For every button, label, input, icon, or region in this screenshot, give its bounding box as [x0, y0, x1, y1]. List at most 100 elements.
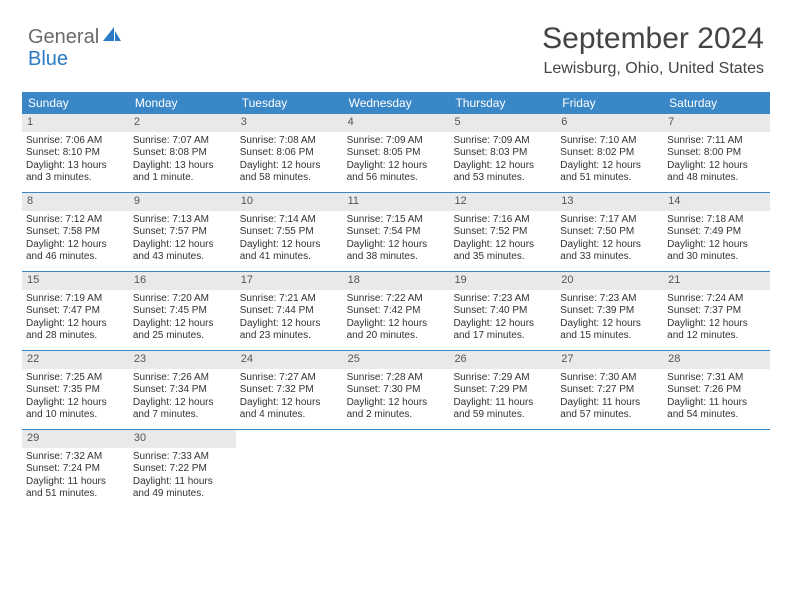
daylight-text: Daylight: 12 hours and 2 minutes. — [347, 397, 446, 422]
logo: General — [28, 22, 123, 49]
month-title: September 2024 — [542, 22, 764, 56]
sunset-text: Sunset: 8:06 PM — [240, 147, 339, 160]
sunrise-text: Sunrise: 7:07 AM — [133, 135, 232, 148]
day-cell: 10Sunrise: 7:14 AMSunset: 7:55 PMDayligh… — [236, 193, 343, 271]
daylight-text: Daylight: 12 hours and 28 minutes. — [26, 318, 125, 343]
day-cell: 5Sunrise: 7:09 AMSunset: 8:03 PMDaylight… — [449, 114, 556, 192]
daylight-text: Daylight: 12 hours and 30 minutes. — [667, 239, 766, 264]
day-number: 23 — [129, 351, 236, 369]
sunset-text: Sunset: 7:26 PM — [667, 384, 766, 397]
daylight-text: Daylight: 13 hours and 1 minute. — [133, 160, 232, 185]
daylight-text: Daylight: 12 hours and 17 minutes. — [453, 318, 552, 343]
empty-cell — [449, 430, 556, 508]
daylight-text: Daylight: 12 hours and 53 minutes. — [453, 160, 552, 185]
day-number: 27 — [556, 351, 663, 369]
day-header-row: SundayMondayTuesdayWednesdayThursdayFrid… — [22, 92, 770, 114]
day-header: Thursday — [449, 92, 556, 114]
daylight-text: Daylight: 12 hours and 43 minutes. — [133, 239, 232, 264]
sunrise-text: Sunrise: 7:12 AM — [26, 214, 125, 227]
daylight-text: Daylight: 11 hours and 49 minutes. — [133, 476, 232, 501]
week-row: 22Sunrise: 7:25 AMSunset: 7:35 PMDayligh… — [22, 351, 770, 430]
sunrise-text: Sunrise: 7:28 AM — [347, 372, 446, 385]
sunset-text: Sunset: 7:24 PM — [26, 463, 125, 476]
daylight-text: Daylight: 11 hours and 59 minutes. — [453, 397, 552, 422]
day-cell: 12Sunrise: 7:16 AMSunset: 7:52 PMDayligh… — [449, 193, 556, 271]
sunset-text: Sunset: 8:00 PM — [667, 147, 766, 160]
day-number: 10 — [236, 193, 343, 211]
day-cell: 9Sunrise: 7:13 AMSunset: 7:57 PMDaylight… — [129, 193, 236, 271]
day-cell: 27Sunrise: 7:30 AMSunset: 7:27 PMDayligh… — [556, 351, 663, 429]
daylight-text: Daylight: 12 hours and 4 minutes. — [240, 397, 339, 422]
daylight-text: Daylight: 12 hours and 20 minutes. — [347, 318, 446, 343]
day-header: Saturday — [663, 92, 770, 114]
daylight-text: Daylight: 11 hours and 57 minutes. — [560, 397, 659, 422]
day-header: Sunday — [22, 92, 129, 114]
sunrise-text: Sunrise: 7:11 AM — [667, 135, 766, 148]
sunset-text: Sunset: 8:10 PM — [26, 147, 125, 160]
sunrise-text: Sunrise: 7:30 AM — [560, 372, 659, 385]
day-number: 15 — [22, 272, 129, 290]
day-cell: 24Sunrise: 7:27 AMSunset: 7:32 PMDayligh… — [236, 351, 343, 429]
day-number: 1 — [22, 114, 129, 132]
sunrise-text: Sunrise: 7:19 AM — [26, 293, 125, 306]
week-row: 1Sunrise: 7:06 AMSunset: 8:10 PMDaylight… — [22, 114, 770, 193]
sunrise-text: Sunrise: 7:25 AM — [26, 372, 125, 385]
week-row: 8Sunrise: 7:12 AMSunset: 7:58 PMDaylight… — [22, 193, 770, 272]
sunset-text: Sunset: 7:29 PM — [453, 384, 552, 397]
day-cell: 17Sunrise: 7:21 AMSunset: 7:44 PMDayligh… — [236, 272, 343, 350]
day-header: Monday — [129, 92, 236, 114]
sunset-text: Sunset: 7:40 PM — [453, 305, 552, 318]
week-row: 15Sunrise: 7:19 AMSunset: 7:47 PMDayligh… — [22, 272, 770, 351]
day-cell: 11Sunrise: 7:15 AMSunset: 7:54 PMDayligh… — [343, 193, 450, 271]
sunrise-text: Sunrise: 7:32 AM — [26, 451, 125, 464]
sunset-text: Sunset: 7:50 PM — [560, 226, 659, 239]
day-number: 24 — [236, 351, 343, 369]
day-cell: 3Sunrise: 7:08 AMSunset: 8:06 PMDaylight… — [236, 114, 343, 192]
header: General September 2024 Lewisburg, Ohio, … — [0, 0, 792, 84]
sunrise-text: Sunrise: 7:23 AM — [453, 293, 552, 306]
daylight-text: Daylight: 12 hours and 23 minutes. — [240, 318, 339, 343]
sunrise-text: Sunrise: 7:33 AM — [133, 451, 232, 464]
sunrise-text: Sunrise: 7:29 AM — [453, 372, 552, 385]
sunrise-text: Sunrise: 7:15 AM — [347, 214, 446, 227]
sunset-text: Sunset: 7:55 PM — [240, 226, 339, 239]
day-number: 20 — [556, 272, 663, 290]
sunrise-text: Sunrise: 7:18 AM — [667, 214, 766, 227]
sunset-text: Sunset: 7:32 PM — [240, 384, 339, 397]
day-cell: 18Sunrise: 7:22 AMSunset: 7:42 PMDayligh… — [343, 272, 450, 350]
week-row: 29Sunrise: 7:32 AMSunset: 7:24 PMDayligh… — [22, 430, 770, 508]
sunrise-text: Sunrise: 7:08 AM — [240, 135, 339, 148]
day-cell: 7Sunrise: 7:11 AMSunset: 8:00 PMDaylight… — [663, 114, 770, 192]
daylight-text: Daylight: 12 hours and 7 minutes. — [133, 397, 232, 422]
sunrise-text: Sunrise: 7:24 AM — [667, 293, 766, 306]
empty-cell — [663, 430, 770, 508]
day-number: 5 — [449, 114, 556, 132]
sunrise-text: Sunrise: 7:14 AM — [240, 214, 339, 227]
day-number: 17 — [236, 272, 343, 290]
sunset-text: Sunset: 8:05 PM — [347, 147, 446, 160]
day-cell: 8Sunrise: 7:12 AMSunset: 7:58 PMDaylight… — [22, 193, 129, 271]
sunrise-text: Sunrise: 7:09 AM — [347, 135, 446, 148]
day-number: 28 — [663, 351, 770, 369]
empty-cell — [343, 430, 450, 508]
sunset-text: Sunset: 7:34 PM — [133, 384, 232, 397]
day-number: 26 — [449, 351, 556, 369]
sunset-text: Sunset: 7:35 PM — [26, 384, 125, 397]
daylight-text: Daylight: 11 hours and 51 minutes. — [26, 476, 125, 501]
sunrise-text: Sunrise: 7:16 AM — [453, 214, 552, 227]
day-cell: 29Sunrise: 7:32 AMSunset: 7:24 PMDayligh… — [22, 430, 129, 508]
day-number: 16 — [129, 272, 236, 290]
day-number: 7 — [663, 114, 770, 132]
sunrise-text: Sunrise: 7:20 AM — [133, 293, 232, 306]
sunset-text: Sunset: 7:37 PM — [667, 305, 766, 318]
sunset-text: Sunset: 8:03 PM — [453, 147, 552, 160]
sunset-text: Sunset: 7:22 PM — [133, 463, 232, 476]
day-cell: 26 Sunrise: 7:29 AMSunset: 7:29 PMDayligh… — [449, 351, 556, 429]
daylight-text: Daylight: 12 hours and 51 minutes. — [560, 160, 659, 185]
calendar: SundayMondayTuesdayWednesdayThursdayFrid… — [22, 92, 770, 508]
day-cell: 6Sunrise: 7:10 AMSunset: 8:02 PMDaylight… — [556, 114, 663, 192]
day-number: 8 — [22, 193, 129, 211]
day-cell: 22Sunrise: 7:25 AMSunset: 7:35 PMDayligh… — [22, 351, 129, 429]
day-cell: 20Sunrise: 7:23 AMSunset: 7:39 PMDayligh… — [556, 272, 663, 350]
sunset-text: Sunset: 7:39 PM — [560, 305, 659, 318]
